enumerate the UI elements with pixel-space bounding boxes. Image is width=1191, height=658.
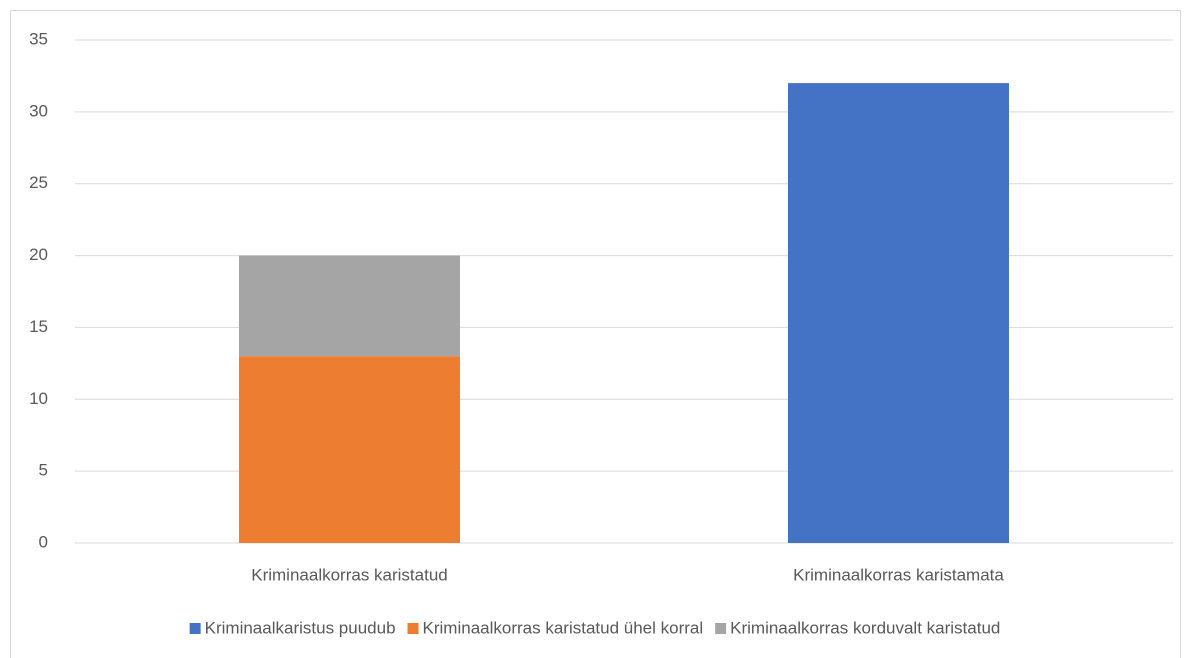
y-tick-label: 15 — [29, 317, 48, 336]
x-tick-label: Kriminaalkorras karistamata — [793, 565, 1004, 584]
x-tick-label: Kriminaalkorras karistatud — [251, 565, 448, 584]
bar-segment — [788, 83, 1009, 543]
y-tick-label: 20 — [29, 245, 48, 264]
legend-swatch — [407, 623, 419, 634]
y-tick-label: 10 — [29, 389, 48, 408]
legend-label: Kriminaalkorras korduvalt karistatud — [730, 618, 1000, 637]
legend-label: Kriminaalkorras karistatud ühel korral — [423, 618, 704, 637]
legend-swatch — [715, 623, 727, 634]
legend-swatch — [189, 623, 201, 634]
bar-segment — [239, 255, 460, 357]
y-tick-label: 30 — [29, 101, 48, 120]
y-tick-label: 0 — [39, 532, 48, 551]
y-tick-label: 35 — [29, 29, 48, 48]
legend-label: Kriminaalkaristus puudub — [205, 618, 396, 637]
y-tick-label: 25 — [29, 173, 48, 192]
bar-segment — [239, 356, 460, 543]
y-tick-label: 5 — [39, 461, 48, 480]
